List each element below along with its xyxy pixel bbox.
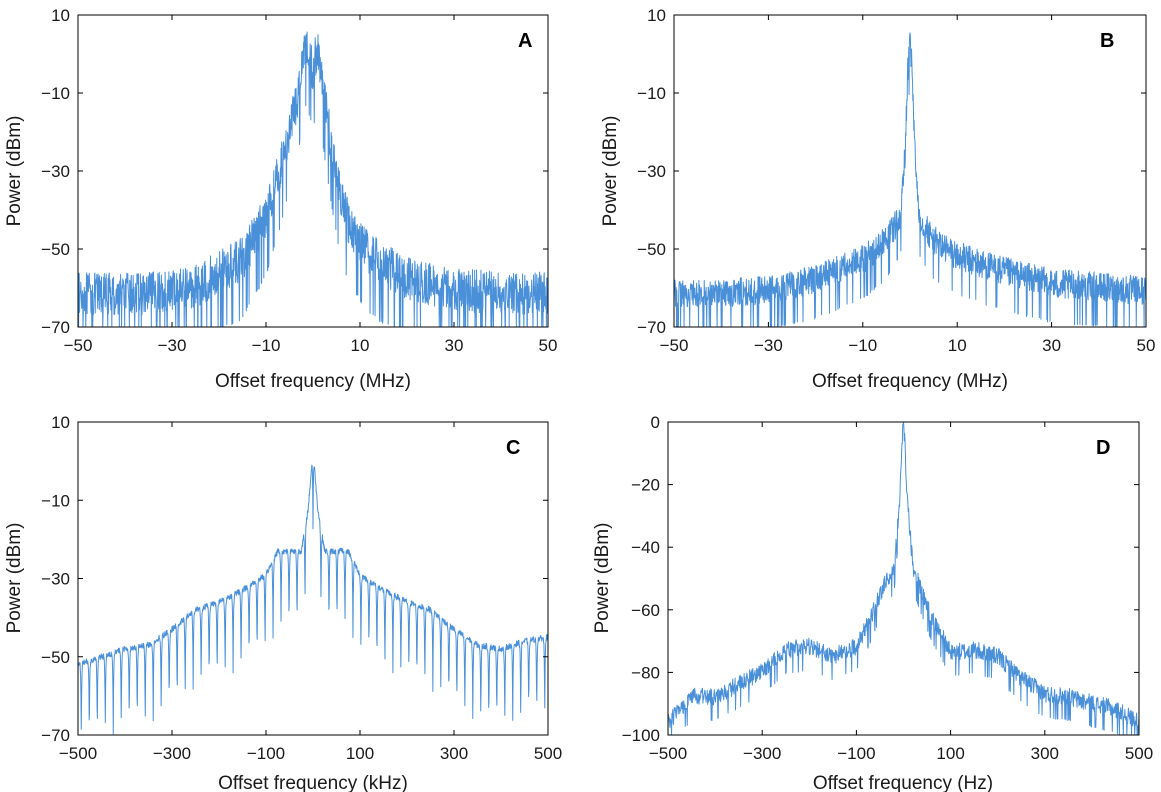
y-axis-label-a: Power (dBm): [4, 116, 25, 227]
x-tick-label-d: −100: [837, 744, 875, 763]
x-tick-label-c: −300: [153, 744, 191, 763]
plot-frame-d: [667, 421, 1140, 736]
y-tick-label-c: 10: [51, 413, 70, 432]
x-tick-label-d: 100: [936, 744, 964, 763]
panel-letter-c: C: [506, 437, 520, 459]
x-tick-label-a: −30: [158, 336, 187, 355]
x-axis-label-d: Offset frequency (Hz): [813, 773, 993, 792]
y-tick-label-d: −20: [631, 476, 660, 495]
x-tick-label-b: 30: [1042, 336, 1061, 355]
panel-letter-d: D: [1096, 437, 1110, 459]
x-tick-label-d: −300: [743, 744, 781, 763]
x-tick-label-c: −500: [59, 744, 97, 763]
panel-d: −500 −300 −100 100 300 500 −100 −80 −60 −40 −20 0 D…: [592, 413, 1153, 792]
y-tick-label-b: 10: [647, 6, 666, 25]
y-tick-label-a: −70: [41, 318, 70, 337]
spectrum-trace-b: [673, 32, 1147, 328]
x-tick-label-c: −100: [247, 744, 285, 763]
y-tick-label-c: −30: [41, 570, 70, 589]
x-tick-label-d: −500: [649, 744, 687, 763]
spectrum-trace-c: [77, 464, 549, 735]
y-tick-label-a: −30: [41, 162, 70, 181]
x-tick-label-c: 300: [440, 744, 468, 763]
y-tick-label-a: −50: [41, 240, 70, 259]
x-tick-label-b: −50: [660, 336, 689, 355]
panel-c: −500 −300 −100 100 300 500 −70 −50 −30 −10 10 C Of…: [4, 413, 562, 792]
y-tick-label-d: −100: [622, 726, 660, 745]
y-tick-label-c: −50: [41, 648, 70, 667]
x-tick-label-c: 500: [534, 744, 562, 763]
x-axis-label-a: Offset frequency (MHz): [215, 371, 411, 392]
x-tick-label-b: −30: [754, 336, 783, 355]
y-tick-label-d: −60: [631, 601, 660, 620]
y-tick-label-d: −80: [631, 663, 660, 682]
x-tick-label-d: 300: [1031, 744, 1059, 763]
x-tick-label-a: −10: [252, 336, 281, 355]
panel-letter-a: A: [518, 30, 532, 52]
y-tick-label-d: −40: [631, 538, 660, 557]
x-tick-label-a: 10: [351, 336, 370, 355]
y-tick-label-b: −70: [637, 318, 666, 337]
x-tick-label-a: 30: [445, 336, 464, 355]
y-axis-label-c: Power (dBm): [4, 523, 25, 634]
y-tick-label-d: 0: [651, 413, 660, 432]
y-tick-label-c: −10: [41, 491, 70, 510]
x-tick-label-d: 500: [1125, 744, 1153, 763]
x-axis-label-c: Offset frequency (kHz): [218, 773, 408, 792]
y-tick-label-b: −30: [637, 162, 666, 181]
x-tick-label-b: 50: [1137, 336, 1156, 355]
x-tick-label-a: −50: [64, 336, 93, 355]
x-tick-label-a: 50: [539, 336, 558, 355]
x-tick-label-c: 100: [346, 744, 374, 763]
y-tick-label-a: 10: [51, 6, 70, 25]
y-tick-label-c: −70: [41, 726, 70, 745]
y-tick-label-b: −50: [637, 240, 666, 259]
y-axis-label-b: Power (dBm): [600, 116, 621, 227]
x-tick-label-b: 10: [948, 336, 967, 355]
y-axis-label-d: Power (dBm): [592, 523, 613, 634]
y-tick-label-b: −10: [637, 84, 666, 103]
y-tick-label-a: −10: [41, 84, 70, 103]
x-axis-label-b: Offset frequency (MHz): [812, 371, 1008, 392]
panel-letter-b: B: [1100, 30, 1114, 52]
x-tick-label-b: −10: [848, 336, 877, 355]
